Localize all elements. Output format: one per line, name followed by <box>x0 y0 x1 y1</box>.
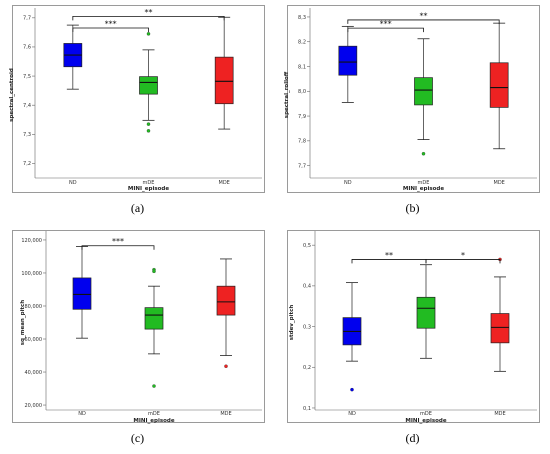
y-axis-label: sq_mean_pitch <box>20 300 26 346</box>
box-mDE <box>144 307 164 330</box>
x-tick-label: ND <box>348 411 356 417</box>
significance-bracket: ** <box>347 11 500 24</box>
x-tick-label: ND <box>344 180 352 186</box>
panel-b: 7,7 7,8 7,9 8,0 8,1 8,2 8,3 spectral_rolloff MIN… <box>275 0 550 227</box>
y-tick-label: 20,000 <box>25 403 43 409</box>
y-tick-label: 60,000 <box>25 337 43 343</box>
bracket-line <box>347 19 500 24</box>
x-tick-label: MDE <box>494 180 505 186</box>
caption-c: (c) <box>130 431 145 445</box>
y-tick-label: 7,7 <box>298 163 306 169</box>
bracket-line <box>81 245 155 250</box>
plot-area-c <box>12 230 265 423</box>
y-tick-label: 8,0 <box>298 89 306 95</box>
y-tick-label: 7,4 <box>23 103 31 109</box>
x-axis-label: MINI_episode <box>403 186 444 192</box>
bracket-line <box>351 259 427 264</box>
y-tick-label: 7,9 <box>298 114 306 120</box>
panel-c: 20,000 40,000 60,000 80,000 100,000 120,000 sq… <box>0 227 275 454</box>
x-tick-label: mDE <box>418 180 430 186</box>
x-tick-label: MDE <box>219 180 230 186</box>
y-tick-label: 0,5 <box>303 243 311 249</box>
chart-c: 20,000 40,000 60,000 80,000 100,000 120,000 sq… <box>20 231 262 424</box>
x-tick-label: mDE <box>420 411 432 417</box>
significance-bracket: *** <box>347 20 424 33</box>
outlier-point <box>350 387 354 392</box>
y-axis-label: spectral_centroid <box>9 68 15 122</box>
significance-label: *** <box>105 20 117 29</box>
x-tick-label: ND <box>69 180 77 186</box>
bracket-line <box>72 15 225 21</box>
box-MDE <box>214 56 234 105</box>
bracket-line <box>72 27 149 33</box>
outlier-point <box>152 269 156 274</box>
panel-a: 7,2 7,3 7,4 7,5 7,6 7,7 spectral_centroid MINI_… <box>0 0 275 227</box>
bracket-line <box>347 27 424 33</box>
x-axis-label: MINI_episode <box>405 418 446 424</box>
x-tick-label: MDE <box>494 411 505 417</box>
box-ND <box>72 277 92 310</box>
y-axis-label: spectral_rolloff <box>284 71 290 118</box>
box-MDE <box>216 285 236 316</box>
box-MDE <box>490 313 510 344</box>
outlier-point <box>421 151 426 156</box>
caption-d: (d) <box>405 431 420 445</box>
significance-bracket: *** <box>72 20 149 33</box>
significance-label: ** <box>420 11 428 20</box>
y-tick-label: 100,000 <box>21 271 42 277</box>
significance-label: ** <box>145 8 153 17</box>
outlier-point <box>152 384 156 388</box>
x-axis-label: MINI_episode <box>128 186 169 192</box>
outlier-point <box>146 32 151 36</box>
chart-d: 0,1 0,2 0,3 0,4 0,5 stdev_pitch MINI_episode ND… <box>289 231 537 424</box>
y-tick-label: 120,000 <box>21 238 42 244</box>
y-tick-label: 7,6 <box>23 45 31 51</box>
chart-a: 7,2 7,3 7,4 7,5 7,6 7,7 spectral_centroid MINI_… <box>9 8 262 192</box>
panel-d: 0,1 0,2 0,3 0,4 0,5 stdev_pitch MINI_episode ND… <box>275 227 550 454</box>
chart-b: 7,7 7,8 7,9 8,0 8,1 8,2 8,3 spectral_rolloff MIN… <box>284 8 537 192</box>
y-tick-label: 7,7 <box>23 16 31 22</box>
y-tick-label: 0,1 <box>303 406 311 412</box>
significance-label: * <box>461 251 465 260</box>
y-tick-label: 7,3 <box>23 132 31 138</box>
x-axis-label: MINI_episode <box>133 418 174 424</box>
x-tick-label: ND <box>78 411 86 417</box>
box-mDE <box>416 296 436 329</box>
box-MDE <box>489 62 509 108</box>
y-tick-label: 8,2 <box>298 40 306 46</box>
y-tick-label: 80,000 <box>25 304 43 310</box>
y-tick-label: 7,5 <box>23 74 31 80</box>
bracket-line <box>425 259 501 264</box>
significance-label: ** <box>385 251 393 260</box>
y-tick-label: 0,3 <box>303 324 311 330</box>
x-tick-label: MDE <box>220 411 231 417</box>
caption-b: (b) <box>405 201 420 215</box>
x-tick-label: mDE <box>148 411 160 417</box>
significance-bracket: *** <box>81 237 155 250</box>
y-tick-label: 8,3 <box>298 15 306 21</box>
significance-bracket: * <box>425 251 501 264</box>
significance-bracket: ** <box>72 8 225 21</box>
box-mDE <box>139 76 158 95</box>
y-tick-label: 8,1 <box>298 64 306 70</box>
box-ND <box>338 45 358 76</box>
y-tick-label: 0,4 <box>303 284 311 290</box>
x-tick-label: mDE <box>143 180 155 186</box>
y-axis-label: stdev_pitch <box>289 305 295 341</box>
significance-bracket: ** <box>351 251 427 264</box>
y-tick-label: 40,000 <box>25 370 43 376</box>
y-tick-label: 0,2 <box>303 365 311 371</box>
outlier-point <box>224 364 228 368</box>
outlier-point <box>146 122 151 126</box>
caption-a: (a) <box>130 201 145 215</box>
significance-label: *** <box>112 237 124 246</box>
y-tick-label: 7,8 <box>298 139 306 145</box>
y-tick-label: 7,2 <box>23 161 31 167</box>
box-mDE <box>414 77 433 106</box>
outlier-point <box>146 129 151 133</box>
significance-label: *** <box>380 20 392 29</box>
